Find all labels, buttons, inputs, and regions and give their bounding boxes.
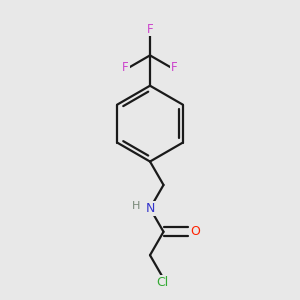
Text: N: N [145,202,155,215]
Text: F: F [147,22,153,35]
Text: F: F [122,61,129,74]
Text: F: F [171,61,178,74]
Text: Cl: Cl [156,276,169,289]
Text: O: O [190,225,200,238]
Text: H: H [132,201,140,211]
